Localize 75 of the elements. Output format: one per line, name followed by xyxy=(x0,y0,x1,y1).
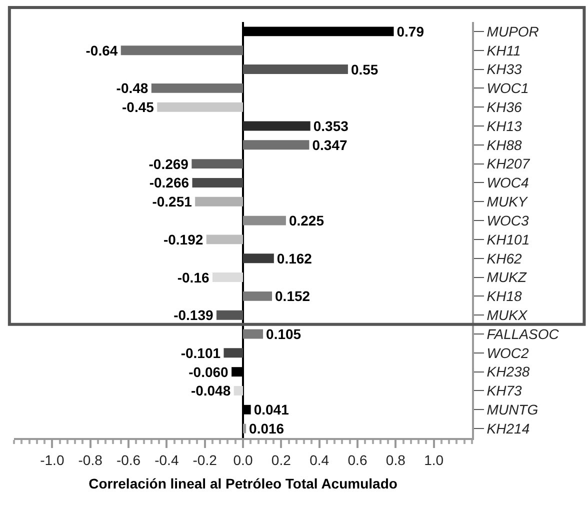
x-axis-title: Correlación lineal al Petróleo Total Acumulado xyxy=(88,476,398,492)
y-tick-label: KH36 xyxy=(486,98,522,115)
bar xyxy=(192,159,243,169)
data-label: -0.269 xyxy=(148,156,189,172)
x-tick-label: 1.0 xyxy=(424,452,444,468)
bar xyxy=(243,254,274,264)
x-tick-label: 0.4 xyxy=(310,452,330,468)
x-tick-label: -0.8 xyxy=(78,452,103,468)
y-tick-label: MUKX xyxy=(486,306,528,323)
data-label: -0.192 xyxy=(163,231,204,248)
bar xyxy=(243,64,348,74)
bar xyxy=(243,329,264,339)
y-tick-label: KH62 xyxy=(486,250,522,266)
x-tick-label: 0.8 xyxy=(386,452,406,468)
data-label: 0.016 xyxy=(249,420,284,437)
x-tick-label: 0.0 xyxy=(233,452,253,468)
bar xyxy=(243,291,272,301)
data-label: -0.45 xyxy=(122,99,154,116)
data-label: 0.225 xyxy=(288,212,324,229)
bar xyxy=(216,310,243,320)
y-tick-label: FALLASOC xyxy=(486,326,560,342)
bar xyxy=(243,140,310,150)
y-tick-label: MUNTG xyxy=(486,402,538,418)
y-tick-label: MUKZ xyxy=(486,269,527,286)
data-label: -0.101 xyxy=(180,344,221,361)
data-label: 0.353 xyxy=(313,118,349,134)
y-tick-label: MUPOR xyxy=(486,23,539,40)
data-label: 0.347 xyxy=(312,136,348,153)
bar xyxy=(157,102,243,112)
data-label: -0.139 xyxy=(174,307,214,324)
data-label: 0.55 xyxy=(350,61,378,78)
x-tick-label: -0.6 xyxy=(116,452,141,468)
x-tick-label: 0.2 xyxy=(271,452,292,468)
bar xyxy=(243,216,286,226)
bar xyxy=(206,234,243,244)
data-label: 0.105 xyxy=(266,326,302,342)
bar xyxy=(120,46,243,56)
data-label: 0.79 xyxy=(396,23,424,40)
y-tick-label: KH13 xyxy=(486,118,522,134)
data-label: -0.048 xyxy=(190,382,231,399)
bar xyxy=(243,121,310,131)
data-label: -0.266 xyxy=(149,174,190,191)
bar xyxy=(212,272,243,282)
bar xyxy=(192,178,243,188)
data-label: 0.162 xyxy=(276,250,312,266)
y-tick-label: MUKY xyxy=(486,194,529,210)
y-tick-label: KH88 xyxy=(486,136,522,153)
bar xyxy=(151,83,243,93)
y-tick-label: KH33 xyxy=(486,61,522,78)
data-label: 0.152 xyxy=(275,288,310,304)
bar xyxy=(243,424,246,434)
data-label: 0.041 xyxy=(254,402,290,418)
y-tick-label: WOC1 xyxy=(486,80,529,96)
x-tick-label: 0.6 xyxy=(348,452,368,468)
y-tick-label: KH238 xyxy=(486,364,530,380)
y-tick-label: KH11 xyxy=(486,42,521,58)
x-tick-label: -1.0 xyxy=(40,452,64,468)
x-tick-label: -0.4 xyxy=(154,452,179,468)
y-tick-label: KH101 xyxy=(486,231,530,248)
y-tick-label: KH73 xyxy=(486,382,522,399)
y-tick-label: KH214 xyxy=(486,420,530,436)
data-label: -0.48 xyxy=(116,80,148,96)
bar xyxy=(224,348,243,358)
data-label: -0.251 xyxy=(152,194,192,210)
x-tick-label: -0.2 xyxy=(192,452,218,468)
data-label: -0.16 xyxy=(177,269,210,286)
y-tick-label: WOC2 xyxy=(486,344,530,361)
y-tick-label: WOC4 xyxy=(486,174,530,191)
data-label: -0.060 xyxy=(188,364,229,380)
data-label: -0.64 xyxy=(86,42,118,58)
y-tick-label: KH18 xyxy=(486,288,522,304)
bar xyxy=(234,386,243,396)
bar xyxy=(195,196,243,206)
y-tick-label: WOC3 xyxy=(486,212,530,228)
y-tick-label: KH207 xyxy=(486,156,531,172)
